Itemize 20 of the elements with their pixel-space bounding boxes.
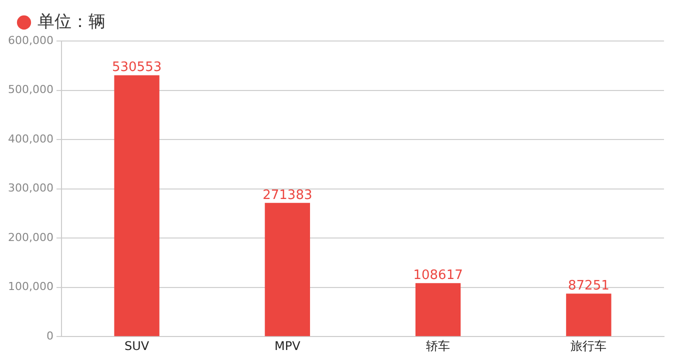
bar bbox=[114, 75, 160, 336]
x-tick-label: 旅行车 bbox=[570, 338, 607, 353]
data-label: 108617 bbox=[413, 268, 463, 283]
bar bbox=[415, 283, 461, 336]
data-label: 87251 bbox=[568, 278, 610, 294]
y-tick-label: 200,000 bbox=[8, 230, 54, 244]
y-tick-label: 300,000 bbox=[8, 182, 54, 195]
data-label: 530553 bbox=[112, 60, 162, 76]
data-label: 271383 bbox=[262, 188, 312, 203]
y-tick-label: 400,000 bbox=[8, 132, 54, 146]
bar bbox=[566, 294, 612, 336]
x-tick-label: MPV bbox=[274, 338, 302, 353]
x-tick-label: 轿车 bbox=[426, 338, 450, 353]
legend-label: 单位：辆 bbox=[38, 12, 106, 32]
x-tick-label: SUV bbox=[124, 338, 150, 353]
y-tick-label: 0 bbox=[46, 329, 54, 342]
bar bbox=[264, 202, 310, 336]
y-tick-label: 500,000 bbox=[8, 83, 54, 96]
y-tick-label: 600,000 bbox=[8, 34, 54, 47]
y-tick-label: 100,000 bbox=[8, 280, 54, 294]
